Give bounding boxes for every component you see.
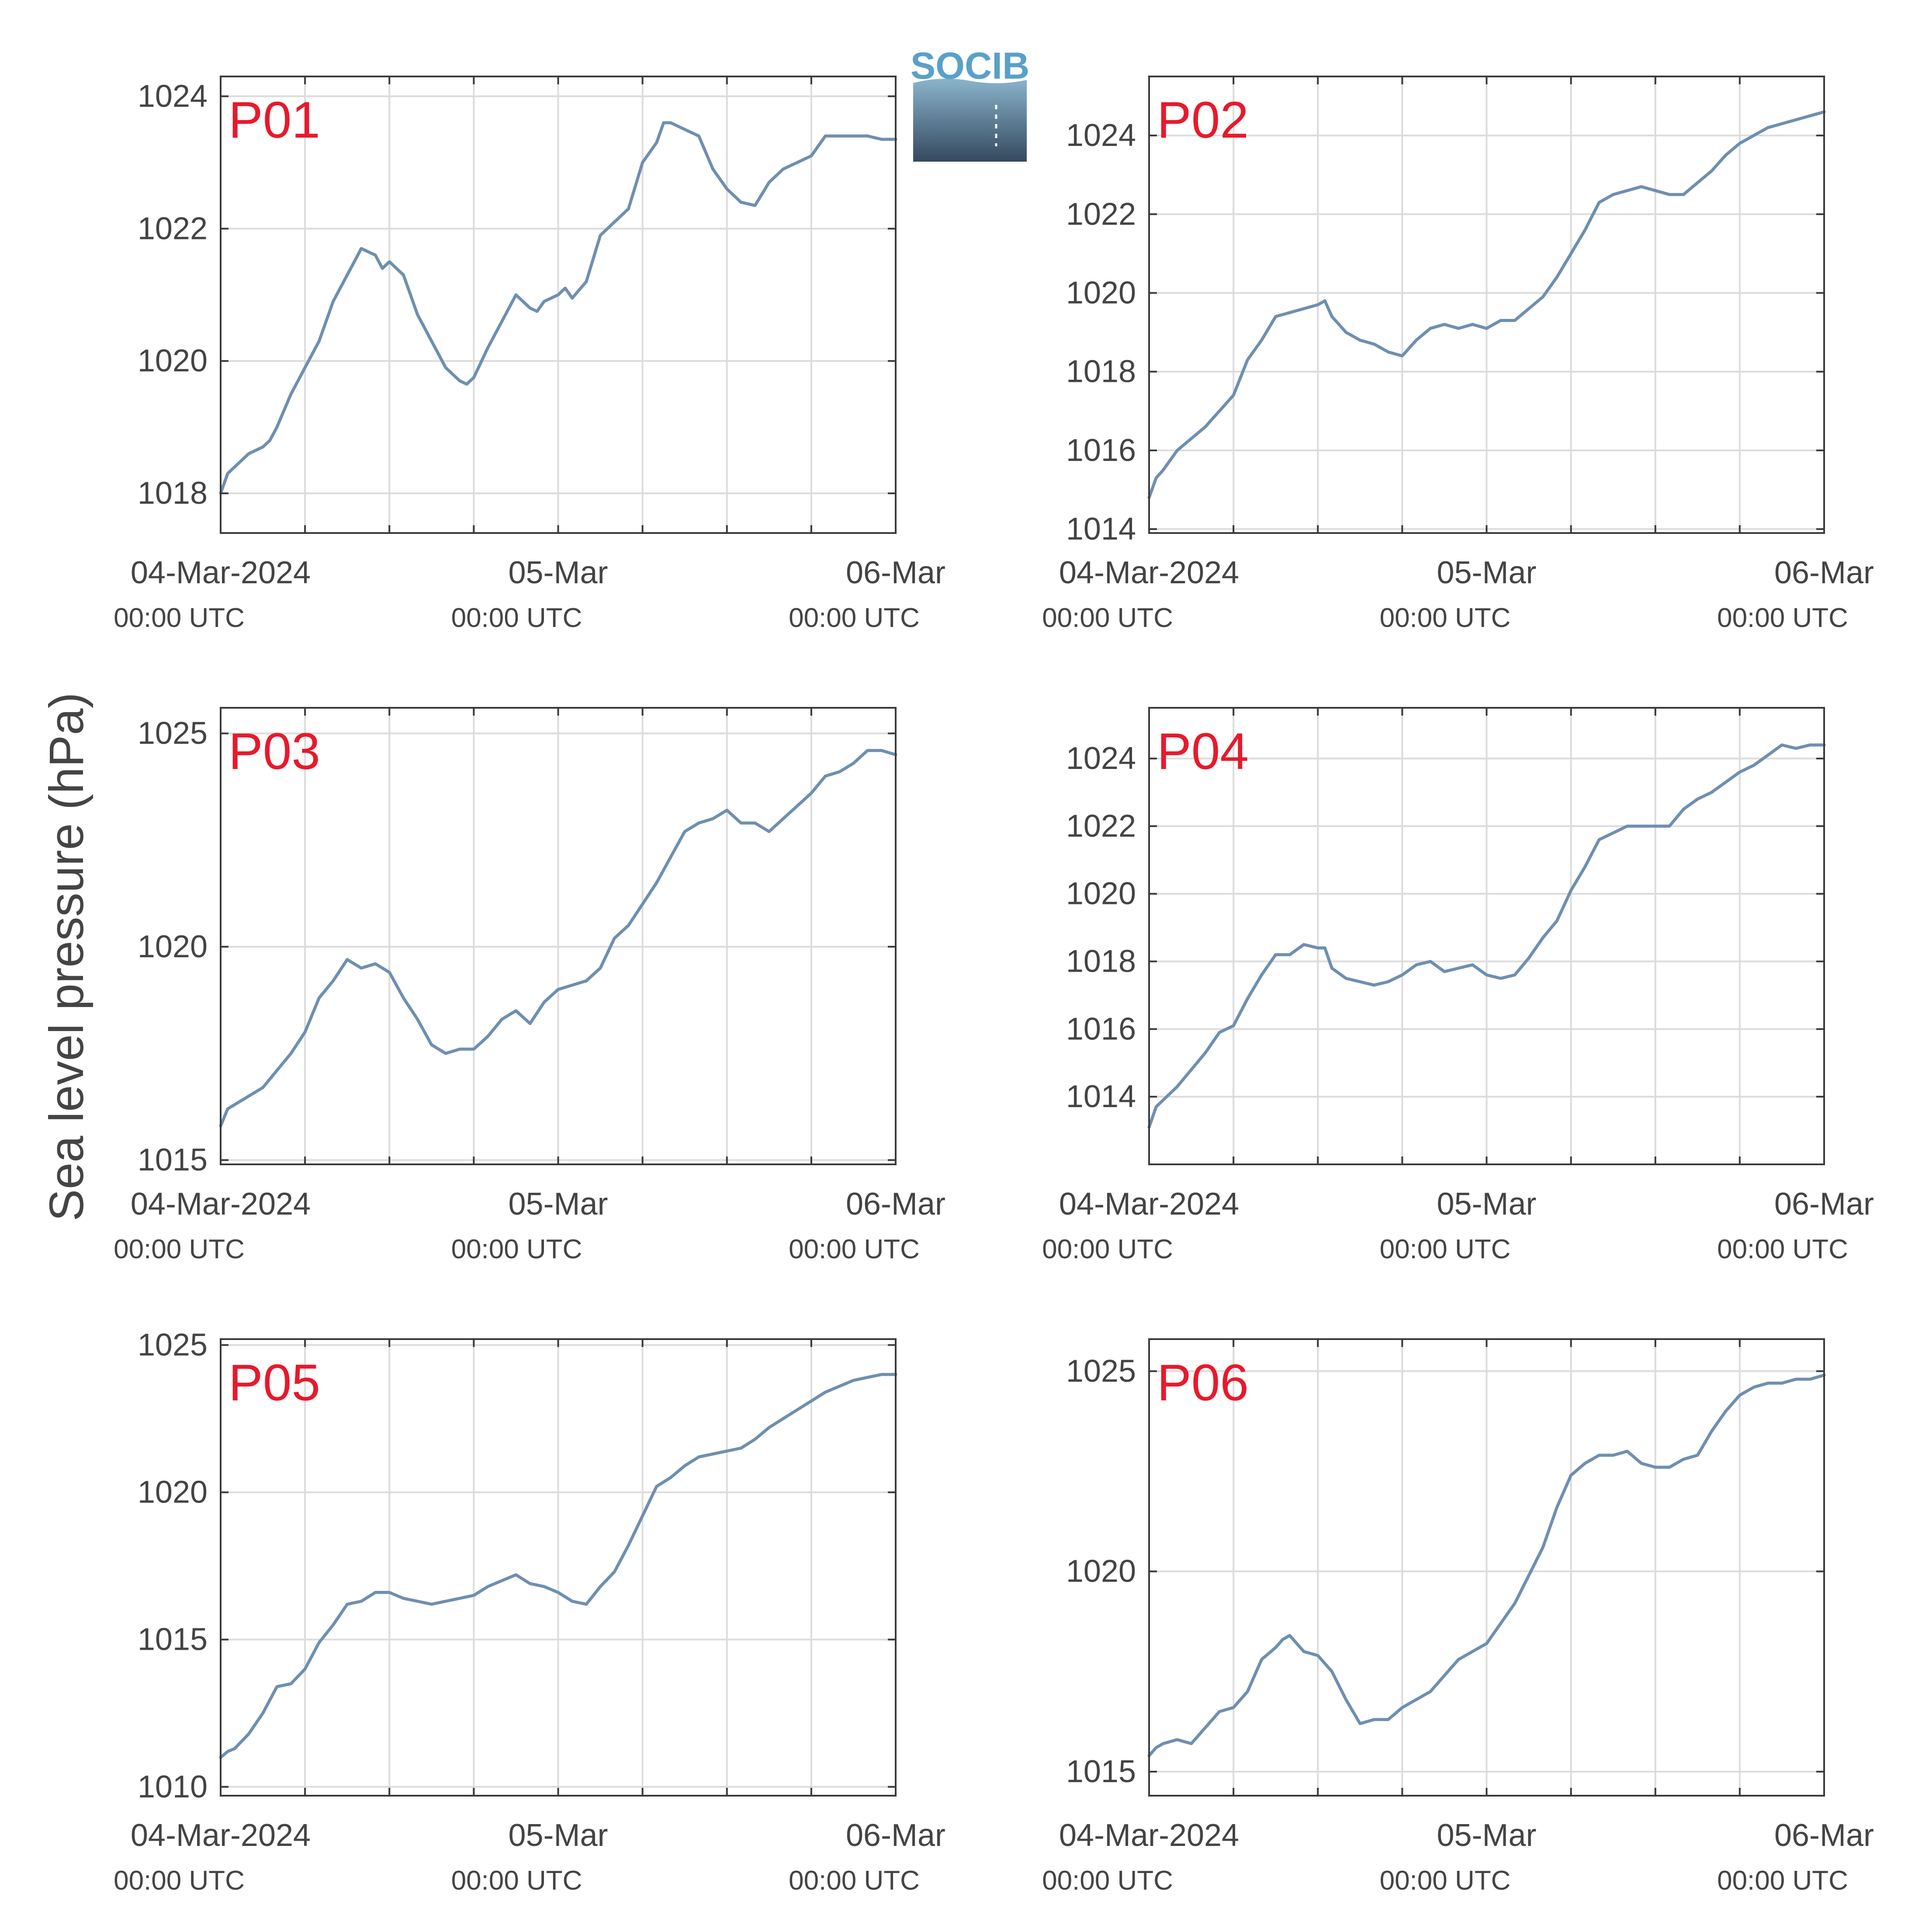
panel-label-p02: P02 [1157,91,1249,149]
x-tick-sublabel: 00:00 UTC [1717,1866,1848,1896]
x-tick-label: 06-Mar [1774,1818,1874,1853]
x-tick-sublabel: 00:00 UTC [1717,603,1848,633]
series-line-p04 [1147,743,1826,1129]
y-tick-label: 1025 [1066,1354,1136,1388]
panel-label-p06: P06 [1157,1354,1249,1412]
x-tick-sublabel: 00:00 UTC [114,1866,245,1896]
y-tick-label: 1016 [1066,1011,1136,1046]
y-tick-label: 1024 [138,79,208,114]
x-tick-sublabel: 00:00 UTC [1042,1866,1173,1896]
x-tick-label: 06-Mar [1774,555,1874,590]
socib-logo: SOCIB [911,45,1029,162]
x-tick-label: 06-Mar [1774,1187,1874,1222]
x-tick-sublabel: 00:00 UTC [789,603,920,633]
x-tick-sublabel: 00:00 UTC [789,1234,920,1264]
y-tick-label: 1018 [138,476,208,511]
y-tick-label: 1022 [138,211,208,246]
y-tick-label: 1020 [138,343,208,378]
x-tick-label: 05-Mar [1437,555,1536,590]
chart-panel-p01: 1018 1020 1022 1024 04-Mar-2024 00:00 UTC 05-M… [114,76,945,633]
shared-y-axis-label: Sea level pressure (hPa) [40,692,93,1222]
y-tick-label: 1020 [1066,876,1136,911]
x-tick-label: 06-Mar [846,1818,945,1853]
x-tick-sublabel: 00:00 UTC [451,1866,582,1896]
chart-panel-p04: 1014 1016 1018 1020 1022 1024 04-Mar-2024 00:00… [1042,707,1874,1264]
x-tick-sublabel: 00:00 UTC [451,1234,582,1264]
series-line-p06 [1147,1374,1826,1757]
x-tick-sublabel: 00:00 UTC [451,603,582,633]
y-tick-label: 1010 [138,1769,208,1804]
chart-panel-p03: 1015 1020 1025 04-Mar-2024 00:00 UTC 05-Mar 00… [114,707,945,1264]
chart-panel-p06: 1015 1020 1025 04-Mar-2024 00:00 UTC 05-Mar 00… [1042,1338,1874,1896]
y-tick-label: 1016 [1066,433,1136,468]
y-tick-label: 1022 [1066,197,1136,232]
x-tick-sublabel: 00:00 UTC [1380,1866,1511,1896]
x-tick-sublabel: 00:00 UTC [114,1234,245,1264]
series-line-p02 [1147,110,1826,499]
x-tick-label: 05-Mar [508,1818,608,1853]
y-tick-label: 1025 [138,716,208,751]
panel-label-p01: P01 [229,91,320,149]
y-tick-label: 1015 [138,1143,208,1177]
socib-logo-wave [913,79,1027,162]
x-tick-label: 06-Mar [846,555,945,590]
panel-label-p04: P04 [1157,723,1249,780]
x-tick-label: 06-Mar [846,1187,945,1222]
x-tick-label: 04-Mar-2024 [131,1818,311,1853]
chart-panel-p02: 1014 1016 1018 1020 1022 1024 04-Mar-2024 00:00… [1042,76,1874,633]
y-tick-label: 1020 [138,929,208,964]
y-tick-label: 1018 [1066,944,1136,979]
y-tick-label: 1024 [1066,118,1136,153]
y-tick-label: 1020 [1066,1554,1136,1589]
x-tick-label: 05-Mar [508,555,608,590]
y-tick-label: 1022 [1066,809,1136,844]
panel-label-p03: P03 [229,723,320,780]
series-line-p03 [219,749,897,1128]
x-tick-sublabel: 00:00 UTC [789,1866,920,1896]
x-tick-label: 04-Mar-2024 [1059,1818,1239,1853]
x-tick-label: 04-Mar-2024 [131,555,311,590]
panel-label-p05: P05 [229,1354,320,1412]
y-tick-label: 1020 [1066,275,1136,310]
x-tick-sublabel: 00:00 UTC [1042,603,1173,633]
y-tick-label: 1014 [1066,1079,1136,1114]
y-tick-label: 1014 [1066,512,1136,547]
x-tick-label: 05-Mar [1437,1187,1536,1222]
x-tick-label: 04-Mar-2024 [131,1187,311,1222]
y-tick-label: 1020 [138,1475,208,1510]
socib-logo-text: SOCIB [911,45,1029,87]
series-line-p05 [219,1373,897,1759]
x-tick-sublabel: 00:00 UTC [1380,1234,1511,1264]
y-tick-label: 1025 [138,1327,208,1362]
y-tick-label: 1015 [138,1622,208,1657]
x-tick-sublabel: 00:00 UTC [1042,1234,1173,1264]
x-tick-label: 04-Mar-2024 [1059,555,1239,590]
x-tick-sublabel: 00:00 UTC [1380,603,1511,633]
chart-panels: 1018 1020 1022 1024 04-Mar-2024 00:00 UTC 05-M… [114,76,1874,1896]
x-tick-label: 05-Mar [508,1187,608,1222]
y-tick-label: 1015 [1066,1754,1136,1789]
x-tick-sublabel: 00:00 UTC [1717,1234,1848,1264]
y-tick-label: 1024 [1066,741,1136,776]
x-tick-label: 04-Mar-2024 [1059,1187,1239,1222]
chart-panel-p05: 1010 1015 1020 1025 04-Mar-2024 00:00 UTC 05-M… [114,1327,945,1896]
x-tick-label: 05-Mar [1437,1818,1536,1853]
series-line-p01 [219,121,897,495]
x-tick-sublabel: 00:00 UTC [114,603,245,633]
y-tick-label: 1018 [1066,354,1136,389]
